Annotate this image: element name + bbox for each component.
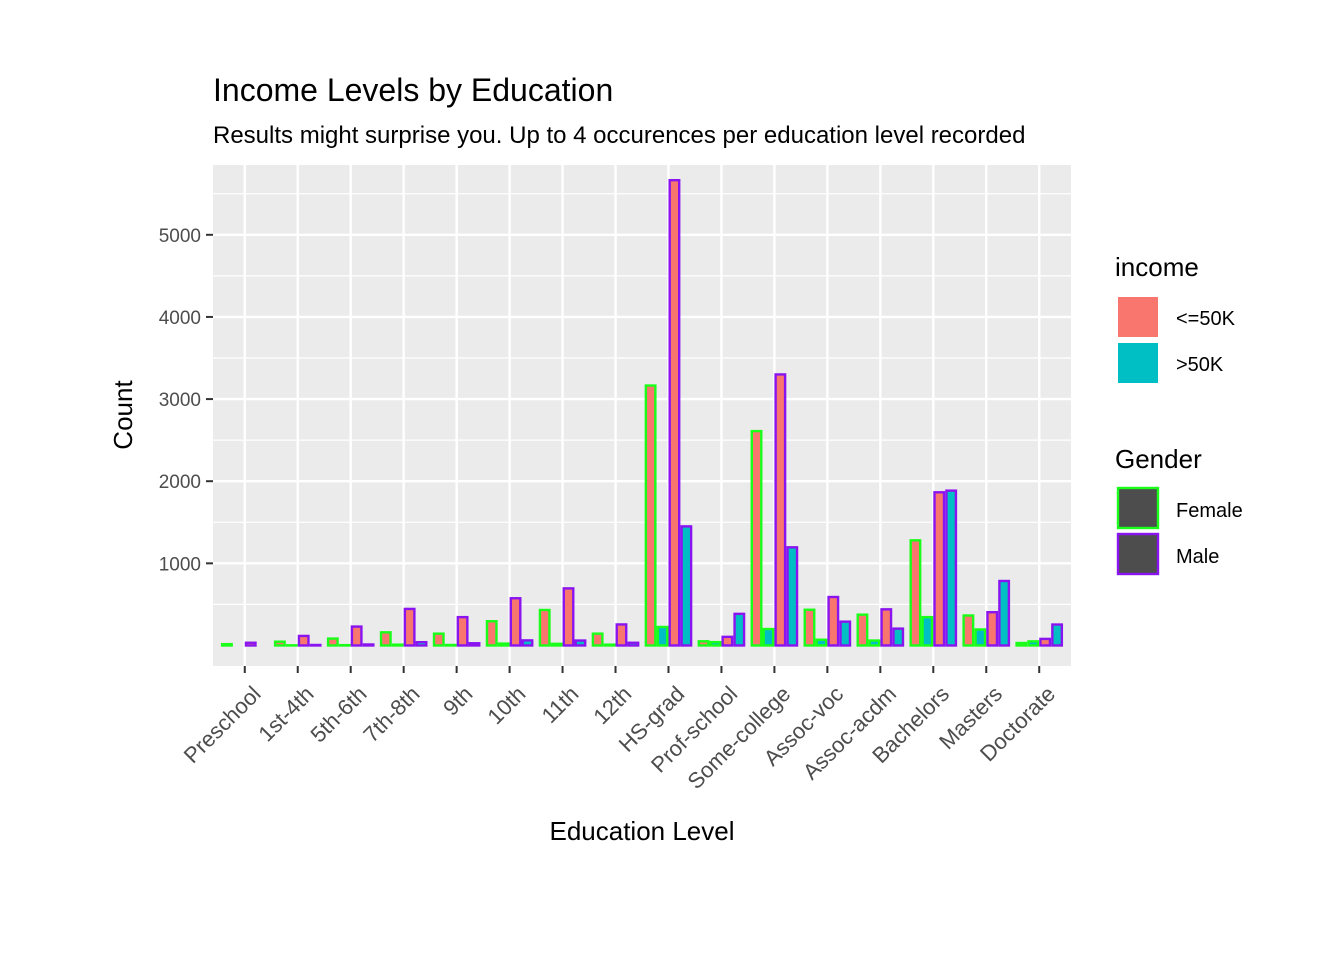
y-tick-label: 2000 bbox=[159, 472, 201, 493]
bar-masters-female-le50k bbox=[962, 614, 975, 647]
bar-7th-8th-female-gt50k bbox=[391, 643, 404, 647]
bar-bachelors-female-le50k bbox=[909, 539, 922, 647]
bar-doctorate-male-le50k bbox=[1039, 637, 1052, 647]
bar-prof-school-female-gt50k bbox=[709, 640, 722, 647]
grid-minor bbox=[213, 193, 1071, 606]
bar-hs-grad-female-gt50k bbox=[656, 625, 669, 647]
x-tick-label: 9th bbox=[438, 681, 477, 720]
bar-assoc-acdm-male-le50k bbox=[880, 608, 893, 647]
x-tick-label: 12th bbox=[588, 681, 636, 729]
bar-11th-female-gt50k bbox=[550, 642, 563, 647]
bar-some-college-male-le50k bbox=[774, 373, 787, 647]
y-tick-label: 5000 bbox=[159, 226, 201, 247]
bar-bachelors-male-le50k bbox=[933, 491, 946, 647]
bar-11th-male-gt50k bbox=[574, 639, 587, 647]
plot-panel bbox=[213, 165, 1071, 666]
y-axis: 1000 2000 3000 4000 5000 bbox=[159, 226, 213, 575]
chart-subtitle: Results might surprise you. Up to 4 occu… bbox=[213, 122, 1025, 149]
bar-12th-male-gt50k bbox=[627, 641, 640, 647]
y-tick-label: 1000 bbox=[159, 554, 201, 575]
bar-preschool-male-le50k bbox=[244, 641, 257, 647]
bar-assoc-acdm-male-gt50k bbox=[892, 627, 905, 647]
bar-doctorate-female-gt50k bbox=[1027, 640, 1040, 647]
bar-9th-male-le50k bbox=[456, 615, 469, 647]
legend-key-income-gt50k bbox=[1116, 341, 1160, 385]
bar-hs-grad-male-gt50k bbox=[680, 525, 693, 647]
y-tick-label: 3000 bbox=[159, 390, 201, 411]
bar-some-college-female-le50k bbox=[750, 429, 763, 647]
bar-assoc-acdm-female-le50k bbox=[856, 613, 869, 647]
bar-10th-female-le50k bbox=[485, 620, 498, 647]
bar-12th-female-le50k bbox=[591, 632, 604, 647]
bar-10th-male-gt50k bbox=[521, 639, 534, 647]
bar-some-college-male-gt50k bbox=[786, 546, 799, 647]
bar-11th-female-le50k bbox=[538, 608, 551, 647]
bar-7th-8th-male-gt50k bbox=[415, 640, 428, 647]
bar-9th-male-gt50k bbox=[468, 642, 481, 647]
bar-bachelors-male-gt50k bbox=[945, 489, 958, 647]
bar-10th-female-gt50k bbox=[497, 642, 510, 647]
x-axis-title: Education Level bbox=[549, 816, 734, 846]
bar-prof-school-male-le50k bbox=[721, 635, 734, 647]
bar-bachelors-female-gt50k bbox=[921, 615, 934, 647]
bar-assoc-voc-female-gt50k bbox=[815, 638, 828, 647]
x-tick-label: 5th-6th bbox=[305, 681, 371, 747]
bars bbox=[220, 178, 1064, 647]
legend-income-title: income bbox=[1115, 252, 1199, 282]
bar-preschool-female-le50k bbox=[220, 642, 233, 647]
legend-key-gender-male bbox=[1116, 532, 1160, 576]
legend-key-income-le50k bbox=[1116, 295, 1160, 339]
y-axis-title: Count bbox=[108, 380, 138, 450]
bar-1st-4th-female-le50k bbox=[273, 640, 286, 647]
legend-key-gender-female bbox=[1116, 486, 1160, 530]
bar-5th-6th-male-le50k bbox=[350, 625, 363, 647]
bar-prof-school-female-le50k bbox=[697, 640, 710, 647]
bar-5th-6th-female-le50k bbox=[326, 637, 339, 647]
chart-title: Income Levels by Education bbox=[213, 72, 613, 108]
legend-label-gender-male: Male bbox=[1176, 546, 1219, 568]
x-tick-label: 10th bbox=[482, 681, 530, 729]
bar-doctorate-female-le50k bbox=[1015, 641, 1028, 647]
bar-7th-8th-female-le50k bbox=[379, 631, 392, 647]
bar-5th-6th-male-gt50k bbox=[362, 643, 375, 647]
legend: income <=50K >50K Gender Female Male bbox=[1115, 252, 1243, 576]
bar-12th-female-gt50k bbox=[603, 643, 616, 647]
legend-label-income-gt50k: >50K bbox=[1176, 354, 1224, 376]
bar-masters-male-le50k bbox=[986, 611, 999, 647]
x-tick-label: 7th-8th bbox=[358, 681, 424, 747]
bar-prof-school-male-gt50k bbox=[733, 612, 746, 647]
bar-1st-4th-male-le50k bbox=[297, 634, 310, 647]
bar-masters-female-gt50k bbox=[974, 628, 987, 647]
bar-assoc-voc-male-gt50k bbox=[839, 620, 852, 647]
bar-7th-8th-male-le50k bbox=[403, 607, 416, 647]
bar-10th-male-le50k bbox=[509, 597, 522, 647]
bar-hs-grad-female-le50k bbox=[644, 384, 657, 647]
bar-hs-grad-male-le50k bbox=[668, 178, 681, 647]
legend-label-gender-female: Female bbox=[1176, 500, 1243, 522]
bar-11th-male-le50k bbox=[562, 587, 575, 647]
bar-assoc-voc-male-le50k bbox=[827, 595, 840, 647]
legend-label-income-le50k: <=50K bbox=[1176, 308, 1236, 330]
x-tick-label: 1st-4th bbox=[253, 681, 318, 746]
bar-assoc-acdm-female-gt50k bbox=[868, 639, 881, 647]
bar-assoc-voc-female-le50k bbox=[803, 608, 816, 647]
y-tick-label: 4000 bbox=[159, 308, 201, 329]
bar-some-college-female-gt50k bbox=[762, 627, 775, 647]
bar-doctorate-male-gt50k bbox=[1051, 623, 1064, 647]
bar-masters-male-gt50k bbox=[998, 579, 1011, 647]
legend-gender-title: Gender bbox=[1115, 444, 1202, 474]
x-tick-label: Preschool bbox=[179, 681, 266, 768]
bar-12th-male-le50k bbox=[615, 623, 628, 647]
x-tick-label: 11th bbox=[537, 681, 584, 728]
bar-9th-female-le50k bbox=[432, 632, 445, 647]
